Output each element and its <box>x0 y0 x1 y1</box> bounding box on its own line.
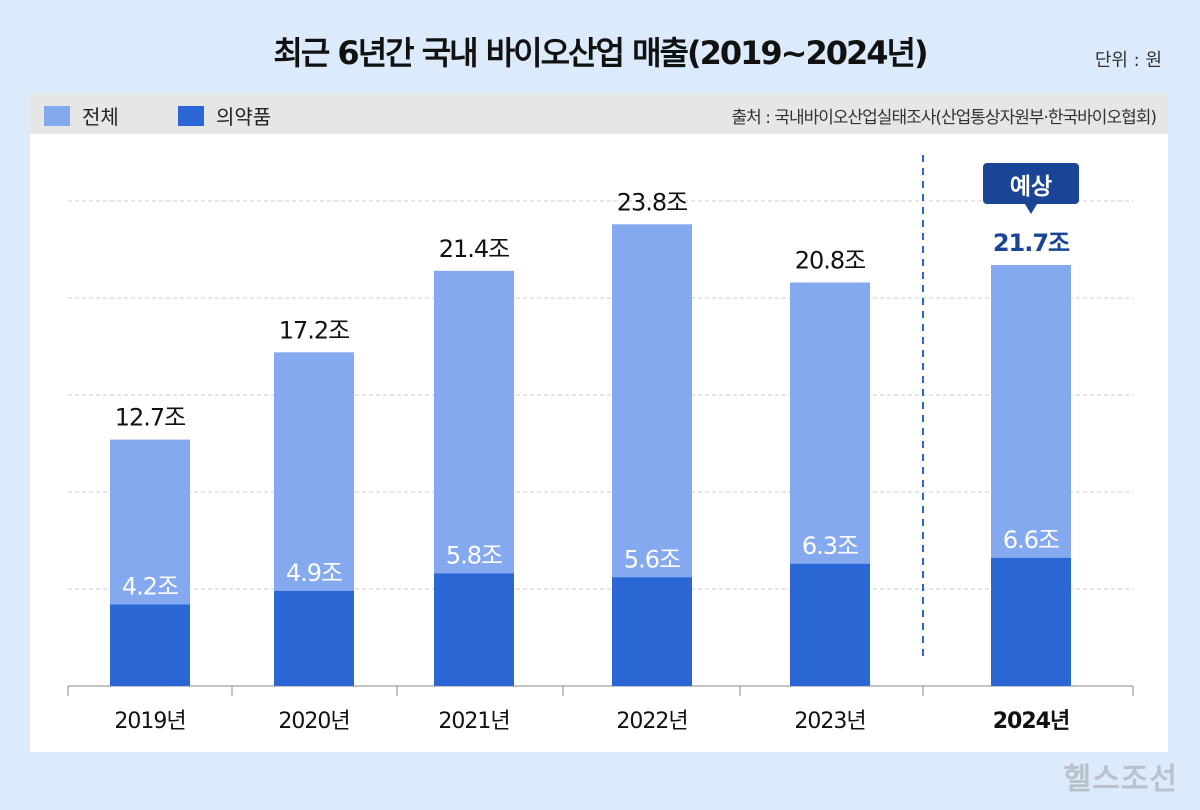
brand-logo: 헬스조선 <box>1063 762 1178 797</box>
legend-label-pharma: 의약품 <box>216 105 272 129</box>
x-tick-label: 2019년 <box>114 709 185 734</box>
data-label-total: 20.8조 <box>795 246 866 274</box>
data-label-total: 17.2조 <box>279 316 350 344</box>
x-tick-label: 2020년 <box>278 709 349 734</box>
x-tick-label: 2024년 <box>993 709 1069 734</box>
bar-pharma <box>274 590 354 686</box>
bar-pharma <box>110 604 190 686</box>
legend-bar: 전체 의약품 출처 : 국내바이오산업실태조사(산업통상자원부·한국바이오협회) <box>30 93 1168 134</box>
data-label-pharma: 5.8조 <box>446 541 502 569</box>
legend-item-total: 전체 <box>44 101 119 130</box>
x-tick-label: 2023년 <box>794 709 865 734</box>
data-label-pharma: 5.6조 <box>624 545 680 573</box>
bar-pharma <box>612 577 692 686</box>
legend-swatch-pharma <box>178 105 204 126</box>
data-label-pharma: 6.6조 <box>1003 526 1059 554</box>
data-label-total: 21.7조 <box>993 229 1070 257</box>
data-label-total: 12.7조 <box>115 404 186 432</box>
bar-pharma <box>790 563 870 686</box>
chart-title: 최근 6년간 국내 바이오산업 매출(2019~2024년) <box>273 34 928 72</box>
legend-item-pharma: 의약품 <box>178 101 271 130</box>
legend-label-total: 전체 <box>82 105 119 129</box>
forecast-callout-text: 예상 <box>1010 174 1052 200</box>
data-label-pharma: 4.9조 <box>286 559 342 587</box>
bar-pharma <box>991 557 1071 686</box>
data-label-total: 21.4조 <box>439 235 510 263</box>
x-tick-label: 2021년 <box>438 709 509 734</box>
source-note: 출처 : 국내바이오산업실태조사(산업통상자원부·한국바이오협회) <box>731 108 1157 128</box>
data-label-pharma: 4.2조 <box>122 573 178 601</box>
chart-panel <box>30 134 1168 752</box>
legend-swatch-total <box>44 105 70 126</box>
data-label-total: 23.8조 <box>617 188 688 216</box>
forecast-callout <box>983 163 1079 214</box>
x-tick-label: 2022년 <box>616 709 687 734</box>
unit-label: 단위 : 원 <box>1094 50 1162 71</box>
data-label-pharma: 6.3조 <box>802 532 858 560</box>
bar-pharma <box>434 573 514 686</box>
